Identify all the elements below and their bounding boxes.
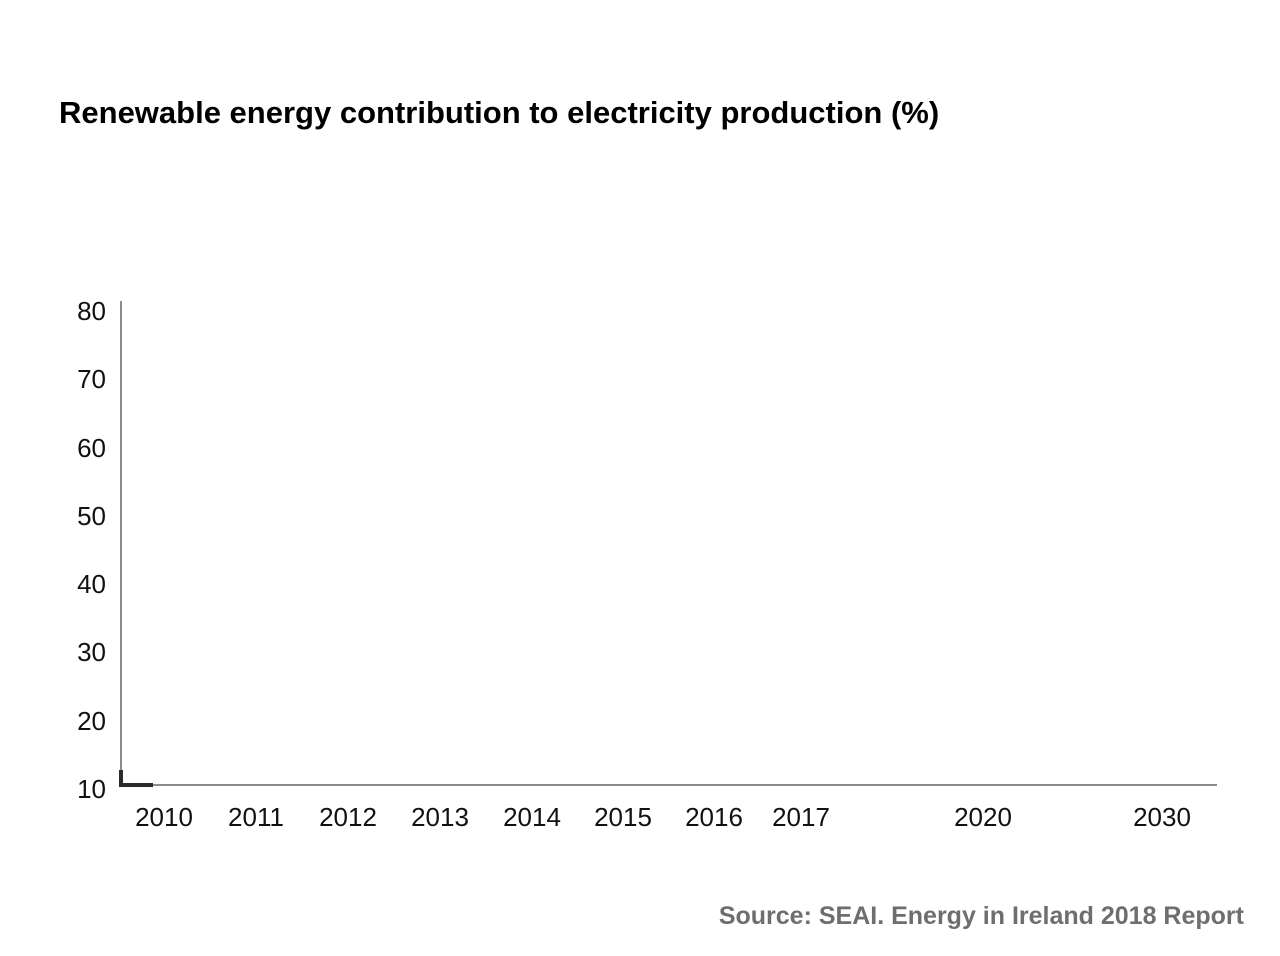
x-tick-label: 2015 (594, 802, 652, 832)
y-tick-label: 50 (77, 500, 106, 531)
data-line-origin-stub-horizontal (119, 783, 153, 787)
x-tick-label: 2016 (685, 802, 743, 832)
x-tick-label: 2010 (135, 802, 193, 832)
source-attribution: Source: SEAI. Energy in Ireland 2018 Rep… (718, 902, 1244, 930)
y-tick-label: 80 (77, 296, 106, 326)
x-tick-label: 2013 (411, 802, 469, 832)
y-tick-label: 70 (77, 364, 106, 395)
x-axis-line (120, 784, 1217, 786)
x-tick-label: 2030 (1133, 802, 1191, 832)
chart-title: Renewable energy contribution to electri… (59, 95, 940, 130)
x-tick-label: 2017 (772, 802, 830, 832)
y-tick-label: 60 (77, 432, 106, 463)
y-tick-label: 20 (77, 705, 106, 736)
y-tick-label: 30 (77, 637, 106, 668)
y-tick-label: 40 (77, 569, 106, 600)
x-tick-label: 2020 (954, 802, 1012, 832)
data-line-origin-stub-vertical (119, 770, 123, 787)
y-tick-label: 10 (77, 774, 106, 804)
y-axis-line (120, 301, 122, 786)
x-tick-label: 2014 (503, 802, 561, 832)
x-tick-label: 2012 (319, 802, 377, 832)
x-tick-label: 2011 (228, 802, 284, 832)
